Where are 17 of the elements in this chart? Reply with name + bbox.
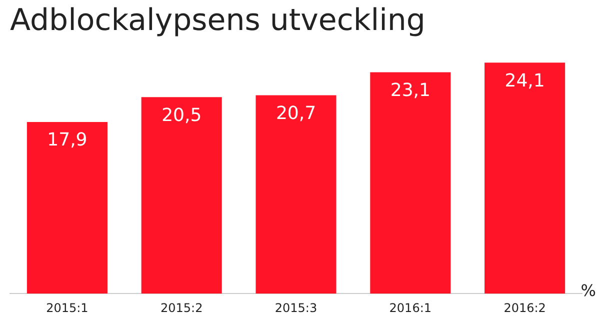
data-label: 20,7 xyxy=(276,102,316,124)
bar xyxy=(256,95,336,294)
bar xyxy=(370,72,451,294)
data-label: 17,9 xyxy=(47,130,88,151)
data-label: 24,1 xyxy=(504,70,545,92)
bar xyxy=(141,97,222,294)
x-tick-label: 2015:3 xyxy=(274,300,318,315)
x-tick-label: 2016:1 xyxy=(389,300,432,315)
bar xyxy=(484,62,566,294)
annotation: % xyxy=(580,280,596,300)
x-tick-label: 2015:2 xyxy=(160,300,203,315)
chart-title: Adblockalypsens utveckling xyxy=(10,2,426,38)
bar xyxy=(26,122,108,294)
data-label: 23,1 xyxy=(390,80,430,101)
data-label: 20,5 xyxy=(162,104,202,126)
x-tick-label: 2015:1 xyxy=(46,300,88,315)
x-tick-label: 2016:2 xyxy=(504,300,546,315)
